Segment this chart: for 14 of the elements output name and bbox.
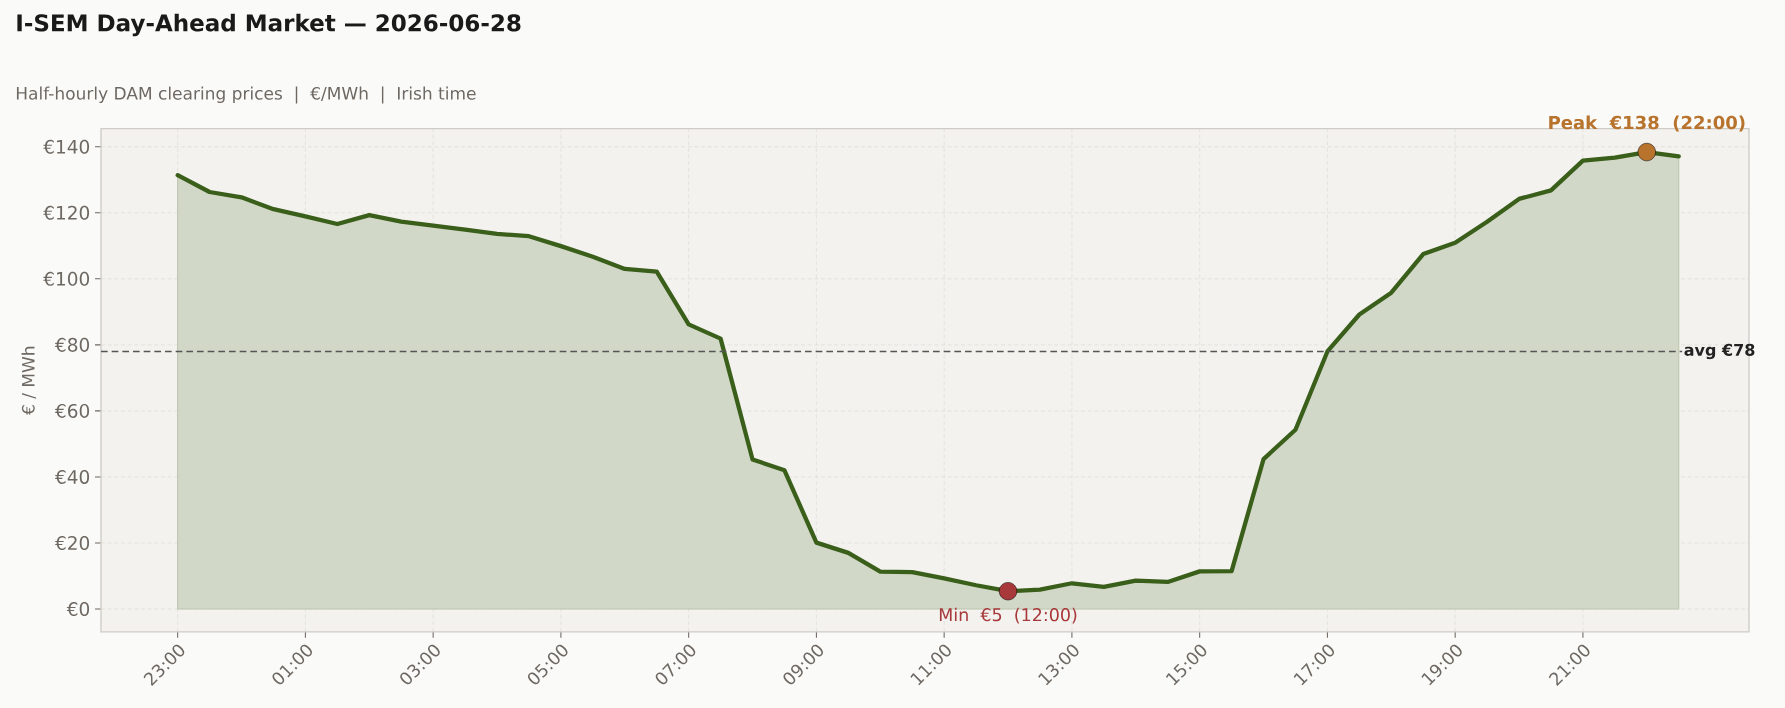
y-tick-label: €120 — [43, 205, 90, 220]
y-tick-label: €60 — [54, 403, 90, 418]
y-tick-label: €20 — [54, 535, 90, 550]
y-axis-title: € / MWh — [21, 346, 37, 415]
chart-subtitle: Half-hourly DAM clearing prices | €/MWh | Irish time — [16, 86, 476, 104]
annotation: Peak €138 (22:00) — [1549, 115, 1745, 132]
y-tick-label: €140 — [43, 139, 90, 154]
y-tick-label: €100 — [43, 271, 90, 286]
y-tick-label: €40 — [54, 469, 90, 484]
y-tick-label: €0 — [66, 602, 90, 617]
annotation: Min €5 (12:00) — [939, 607, 1077, 624]
ref-line-label: avg €78 — [1684, 343, 1755, 360]
chart-title: I-SEM Day-Ahead Market — 2026-06-28 — [17, 13, 521, 37]
y-tick-label: €80 — [54, 337, 90, 352]
